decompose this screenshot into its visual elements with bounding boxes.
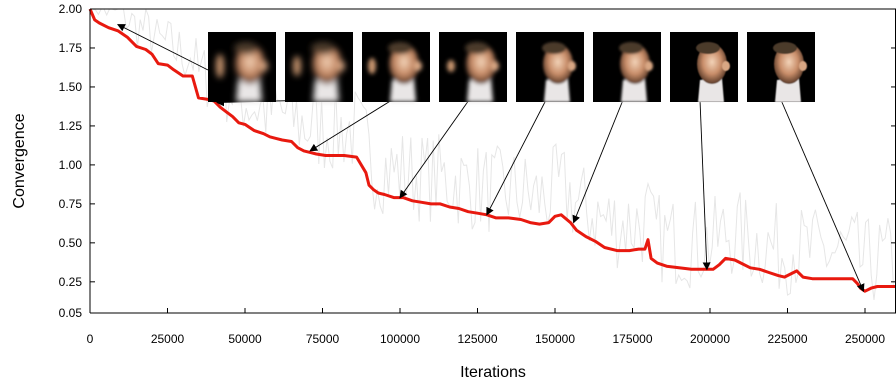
y-axis-label: Convergence [11,113,28,208]
x-tick-label: 0 [87,332,94,346]
y-tick-label: 0.75 [59,197,83,211]
thumbnail-3 [362,32,430,102]
x-tick-label: 75000 [306,332,340,346]
face-blur-4 [447,42,499,102]
y-tick-label: 1.25 [59,119,83,133]
y-tick-label: 0.50 [59,236,83,250]
y-tick-label: 1.00 [59,158,83,172]
thumbnail-4 [439,32,507,102]
face-blur-3 [368,42,422,102]
x-tick-label: 250000 [845,332,885,346]
face-blur-1 [216,42,268,102]
ticks: 0.05 0.25 0.50 0.75 1.00 1.25 1.50 1.75 2.00 0 250… [59,2,896,346]
face-blur-8 [773,42,807,102]
thumbnail-5 [516,32,584,102]
pointer-arrow [399,99,470,199]
y-tick-label: 0.25 [59,275,83,289]
thumbnail-1 [208,32,276,102]
pointer-arrow [486,99,547,216]
face-blur-2 [293,42,345,102]
thumbnail-2 [285,32,353,102]
thumbnails [208,32,815,102]
pointer-arrow [699,99,711,271]
x-tick-label: 50000 [228,332,262,346]
x-tick-label: 175000 [612,332,652,346]
pointer-arrow [572,99,624,224]
pointer-arrow [309,99,393,152]
x-tick-label: 225000 [767,332,807,346]
y-tick-label: 2.00 [59,2,83,16]
y-tick-label: 1.50 [59,80,83,94]
face-blur-7 [696,42,730,102]
thumbnail-7 [670,32,738,102]
y-tick-label: 0.05 [59,306,83,320]
x-axis-label: Iterations [460,364,526,381]
x-tick-label: 200000 [690,332,730,346]
x-tick-label: 150000 [535,332,575,346]
x-tick-label: 100000 [380,332,420,346]
face-blur-5 [542,42,576,102]
face-blur-6 [619,42,653,102]
thumbnail-8 [747,32,815,102]
x-tick-label: 125000 [457,332,497,346]
y-tick-label: 1.75 [59,41,83,55]
pointer-arrow [780,99,865,293]
pointer-arrow [117,24,209,71]
x-tick-label: 25000 [151,332,185,346]
thumbnail-6 [593,32,661,102]
